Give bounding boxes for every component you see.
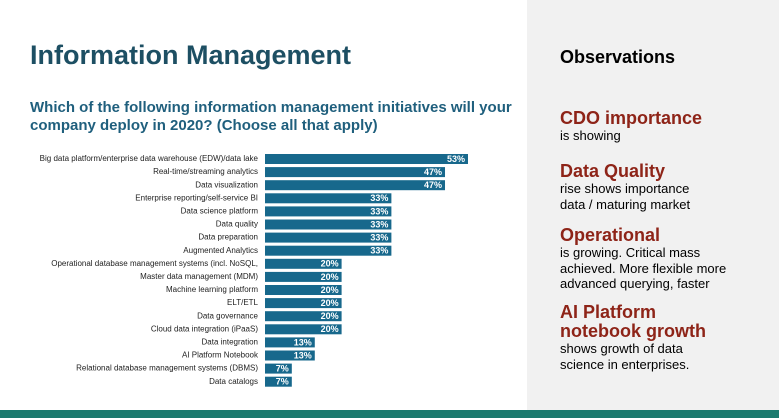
bar — [265, 376, 292, 387]
observations-panel — [527, 0, 779, 410]
y-tick-label: Data preparation — [198, 233, 258, 242]
y-tick-label: Data governance — [197, 311, 258, 320]
chart-subtitle: Which of the following information manag… — [30, 99, 512, 116]
value-label: 33% — [370, 206, 388, 216]
value-label: 33% — [370, 219, 388, 229]
y-tick-label: Data quality — [216, 220, 258, 229]
y-tick-label: Real-time/streaming analytics — [153, 167, 258, 176]
value-label: 20% — [321, 259, 339, 269]
bar — [265, 350, 315, 361]
observations-title: Observations — [560, 47, 676, 67]
observation-text: is showing — [560, 128, 621, 143]
bar — [265, 258, 342, 269]
bar — [265, 271, 342, 282]
observation-text: advanced querying, faster — [560, 276, 710, 291]
observation-text: is growing. Critical mass — [560, 245, 701, 260]
value-label: 33% — [370, 193, 388, 203]
y-tick-label: Data science platform — [181, 207, 259, 216]
bar — [265, 154, 468, 164]
y-tick-label: Relational database management systems (… — [76, 364, 258, 373]
bar — [265, 311, 342, 322]
observation-text: science in enterprises. — [560, 356, 690, 372]
observation-text: data / maturing market — [560, 196, 691, 212]
observation-heading: AI Platform — [560, 302, 657, 322]
observation-heading: CDO importance — [560, 108, 703, 128]
chart-subtitle: company deploy in 2020? (Choose all that… — [30, 117, 378, 134]
y-tick-label: Master data management (MDM) — [140, 272, 258, 281]
y-tick-label: AI Platform Notebook — [182, 351, 259, 360]
value-label: 13% — [294, 350, 312, 360]
bar — [265, 298, 342, 309]
y-tick-label: Augmented Analytics — [183, 246, 258, 255]
bar — [265, 232, 392, 243]
value-label: 20% — [321, 272, 339, 282]
y-tick-label: Big data platform/enterprise data wareho… — [40, 154, 259, 163]
value-label: 47% — [424, 167, 442, 177]
bar — [265, 193, 392, 204]
value-label: 20% — [321, 311, 339, 321]
y-tick-label: Operational database management systems … — [51, 259, 258, 268]
value-label: 20% — [321, 298, 339, 308]
observation-text: shows growth of data — [560, 341, 683, 356]
value-label: 20% — [321, 285, 339, 295]
observation-text: rise shows importance — [560, 181, 690, 196]
bar — [265, 206, 392, 217]
value-label: 7% — [276, 377, 289, 387]
observation-heading: Data Quality — [560, 161, 666, 181]
chart: Big data platform/enterprise data wareho… — [40, 154, 468, 387]
observation-heading: notebook growth — [560, 321, 706, 341]
bar — [265, 337, 315, 348]
footer-bar — [0, 410, 779, 418]
value-label: 13% — [294, 337, 312, 347]
y-tick-label: Data visualization — [195, 180, 258, 189]
value-label: 47% — [424, 180, 442, 190]
value-label: 20% — [321, 324, 339, 334]
y-tick-label: Cloud data integration (iPaaS) — [151, 324, 259, 333]
bar — [265, 219, 392, 230]
bar — [265, 167, 446, 178]
bar — [265, 180, 446, 191]
bar — [265, 285, 342, 295]
bar — [265, 245, 392, 256]
bar — [265, 363, 292, 374]
value-label: 53% — [447, 154, 465, 164]
value-label: 33% — [370, 232, 388, 242]
y-tick-label: Enterprise reporting/self-service BI — [135, 193, 258, 202]
y-tick-label: Data catalogs — [209, 377, 258, 386]
y-tick-label: Data integration — [202, 338, 258, 347]
bar — [265, 324, 342, 335]
y-tick-label: Machine learning platform — [166, 285, 258, 294]
value-label: 7% — [276, 363, 289, 373]
observation-heading: Operational — [560, 225, 661, 245]
chart-title: Information Management — [30, 40, 352, 70]
value-label: 33% — [370, 246, 388, 256]
observation-text: achieved. More flexible more — [560, 260, 727, 276]
y-tick-label: ELT/ETL — [227, 298, 259, 307]
